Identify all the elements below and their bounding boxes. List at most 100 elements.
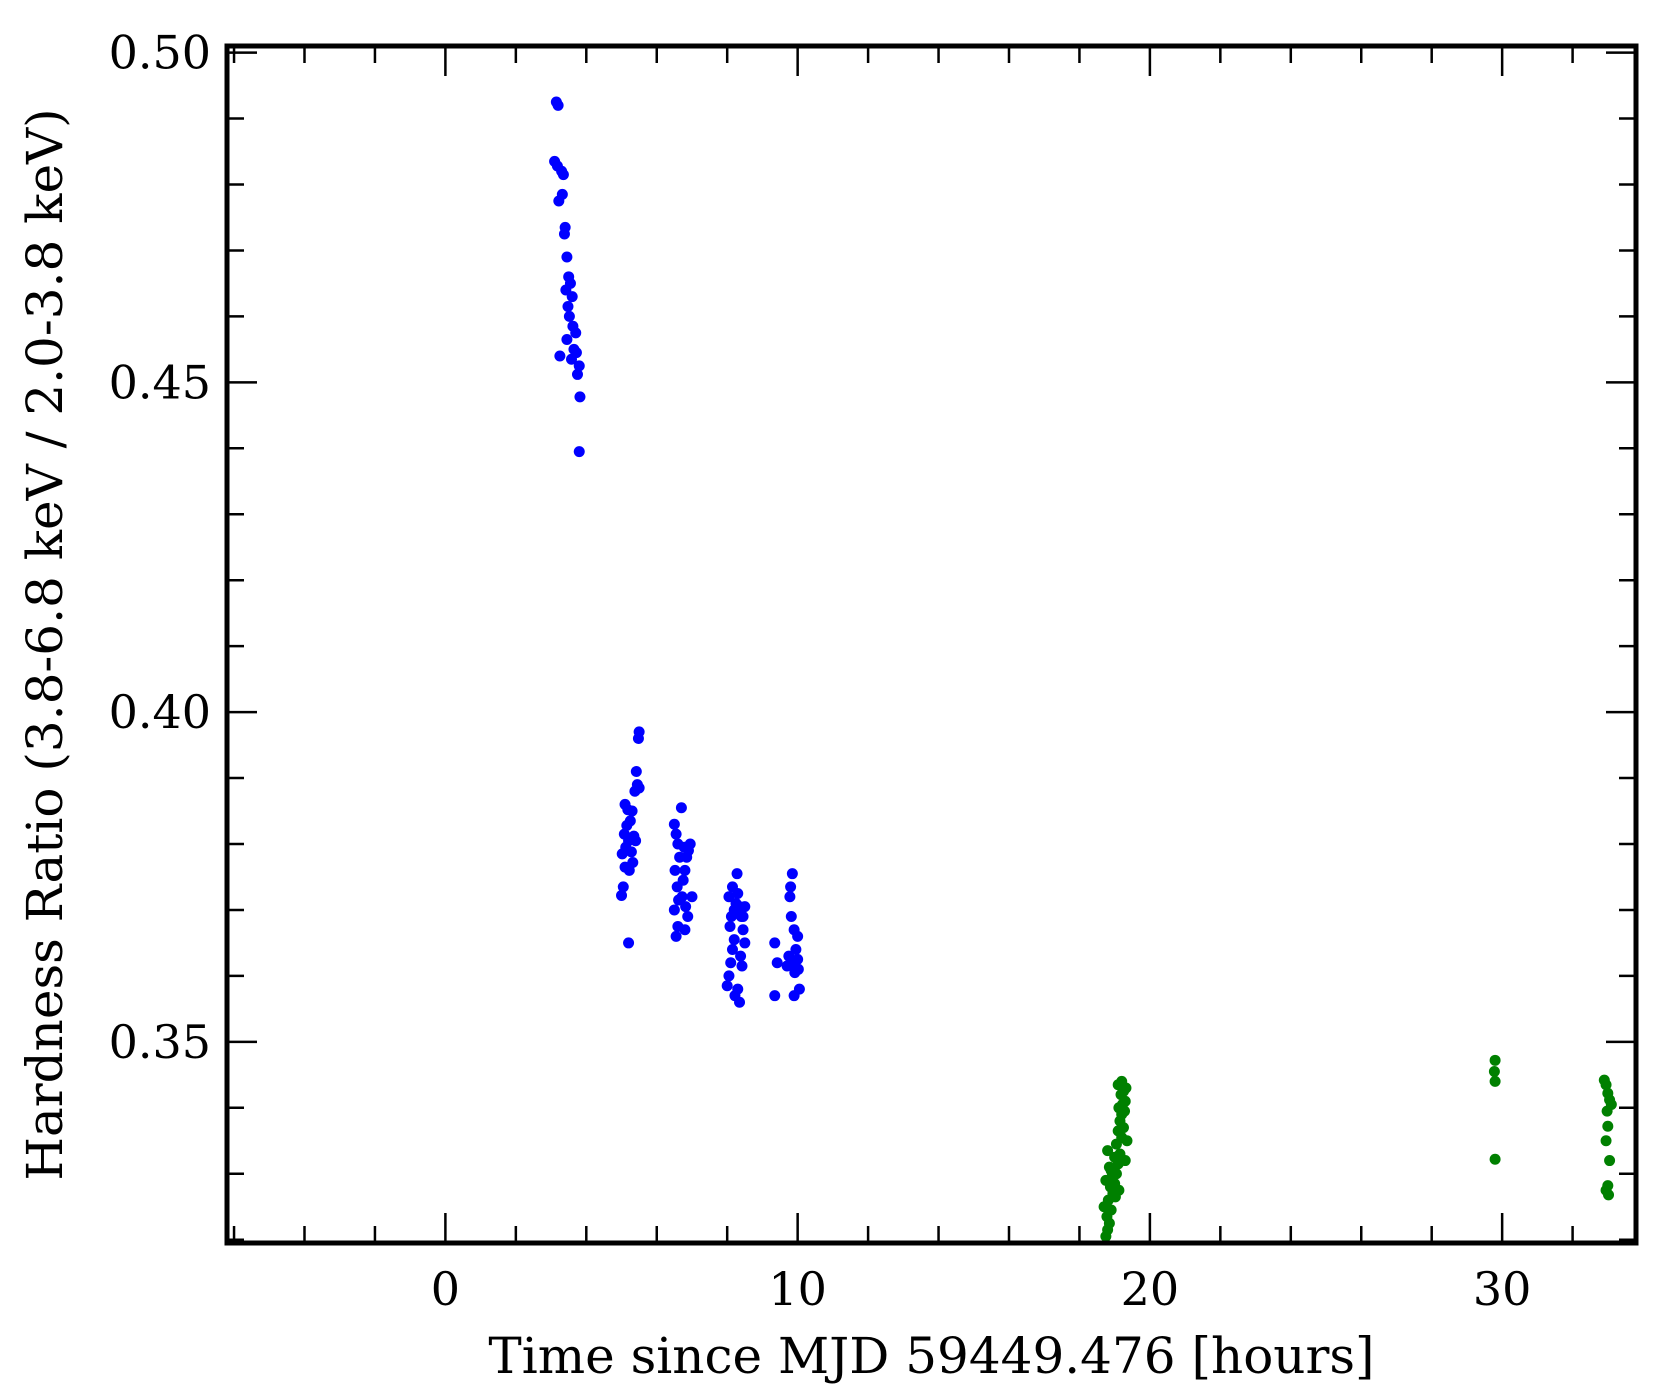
- x-axis-label: Time since MJD 59449.476 [hours]: [488, 1327, 1374, 1385]
- data-point-series-1: [557, 169, 569, 181]
- data-point-series-1: [679, 864, 691, 876]
- data-point-series-1: [670, 828, 682, 840]
- data-point-series-1: [558, 228, 570, 240]
- y-tick-label: 0.40: [109, 685, 211, 739]
- data-point-series-1: [670, 930, 682, 942]
- data-point-series-1: [783, 950, 795, 962]
- data-point-series-2: [1489, 1054, 1501, 1066]
- y-tick-label: 0.35: [109, 1015, 211, 1069]
- data-point-series-1: [739, 937, 751, 949]
- data-point-series-2: [1121, 1135, 1133, 1147]
- data-point-series-1: [788, 990, 800, 1002]
- x-tick-label: 20: [1121, 1262, 1180, 1316]
- data-point-series-2: [1105, 1164, 1117, 1176]
- y-tick-label: 0.45: [109, 355, 211, 409]
- data-point-series-1: [561, 251, 573, 263]
- x-tick-label: 30: [1473, 1262, 1532, 1316]
- x-tick-label: 0: [431, 1262, 460, 1316]
- data-point-series-1: [792, 930, 804, 942]
- data-point-series-1: [737, 911, 749, 923]
- data-point-series-1: [726, 881, 738, 893]
- data-point-series-1: [552, 99, 564, 111]
- data-point-series-1: [556, 188, 568, 200]
- data-point-series-1: [630, 835, 642, 847]
- data-point-series-1: [790, 944, 802, 956]
- x-tick-label: 10: [768, 1262, 827, 1316]
- data-point-series-1: [684, 838, 696, 850]
- data-point-series-2: [1603, 1189, 1615, 1201]
- data-point-series-1: [725, 957, 737, 969]
- plot-frame: [224, 43, 1639, 1246]
- data-point-series-2: [1489, 1075, 1501, 1087]
- data-point-series-1: [792, 953, 804, 965]
- data-point-series-1: [736, 960, 748, 972]
- data-point-series-1: [781, 960, 793, 972]
- data-point-series-1: [769, 990, 781, 1002]
- data-point-series-1: [728, 934, 740, 946]
- data-point-series-2: [1098, 1201, 1110, 1213]
- data-point-series-2: [1113, 1184, 1125, 1196]
- data-point-series-1: [563, 310, 575, 322]
- data-point-series-1: [679, 924, 691, 936]
- data-point-series-2: [1602, 1120, 1614, 1132]
- data-point-series-1: [624, 815, 636, 827]
- data-point-series-2: [1489, 1153, 1501, 1165]
- data-points: [549, 96, 1617, 1242]
- data-point-series-1: [574, 391, 586, 403]
- data-point-series-1: [571, 368, 583, 380]
- data-point-series-1: [566, 353, 578, 365]
- data-point-series-1: [731, 868, 743, 880]
- data-point-series-2: [1119, 1155, 1131, 1167]
- data-point-series-1: [633, 782, 645, 794]
- data-point-series-1: [739, 901, 751, 913]
- y-axis-label: Hardness Ratio (3.8-6.8 keV / 2.0-3.8 ke…: [16, 108, 74, 1180]
- data-point-series-1: [623, 864, 635, 876]
- data-point-series-2: [1116, 1075, 1128, 1087]
- data-point-series-1: [566, 291, 578, 303]
- data-point-series-2: [1488, 1066, 1500, 1078]
- data-point-series-1: [562, 301, 574, 313]
- data-point-series-1: [729, 990, 741, 1002]
- data-point-series-1: [724, 920, 736, 932]
- axis-ticks: [227, 46, 1636, 1243]
- data-point-series-1: [626, 805, 638, 817]
- data-point-series-1: [573, 360, 585, 372]
- data-point-series-1: [619, 798, 631, 810]
- data-point-series-1: [737, 924, 749, 936]
- data-point-series-1: [676, 891, 688, 903]
- data-point-series-1: [785, 881, 797, 893]
- data-point-series-1: [785, 911, 797, 923]
- data-point-series-1: [675, 802, 687, 814]
- data-point-series-1: [623, 937, 635, 949]
- data-point-series-1: [792, 963, 804, 975]
- data-point-series-1: [680, 901, 692, 913]
- data-point-series-2: [1102, 1145, 1114, 1157]
- data-point-series-1: [677, 874, 689, 886]
- data-point-series-1: [561, 333, 573, 345]
- data-point-series-1: [617, 881, 629, 893]
- data-point-series-2: [1100, 1174, 1112, 1186]
- data-point-series-2: [1600, 1135, 1612, 1147]
- data-point-series-1: [682, 911, 694, 923]
- data-point-series-1: [784, 891, 796, 903]
- data-point-series-1: [618, 828, 630, 840]
- data-point-series-1: [786, 868, 798, 880]
- data-point-series-1: [723, 891, 735, 903]
- data-point-series-1: [723, 970, 735, 982]
- data-point-series-1: [769, 937, 781, 949]
- data-point-series-1: [771, 957, 783, 969]
- data-point-series-1: [686, 891, 698, 903]
- data-point-series-1: [554, 350, 566, 362]
- y-tick-label: 0.50: [109, 26, 211, 80]
- data-point-series-1: [721, 980, 733, 992]
- data-point-series-1: [633, 726, 645, 738]
- data-point-series-1: [669, 864, 681, 876]
- data-point-series-1: [726, 944, 738, 956]
- data-point-series-2: [1604, 1155, 1616, 1167]
- tick-labels: 0 10 20 30 0.35 0.40 0.45 0.50: [109, 26, 1532, 1316]
- data-point-series-2: [1600, 1079, 1612, 1091]
- data-point-series-1: [625, 846, 637, 858]
- data-point-series-1: [616, 889, 628, 901]
- data-point-series-1: [573, 446, 585, 458]
